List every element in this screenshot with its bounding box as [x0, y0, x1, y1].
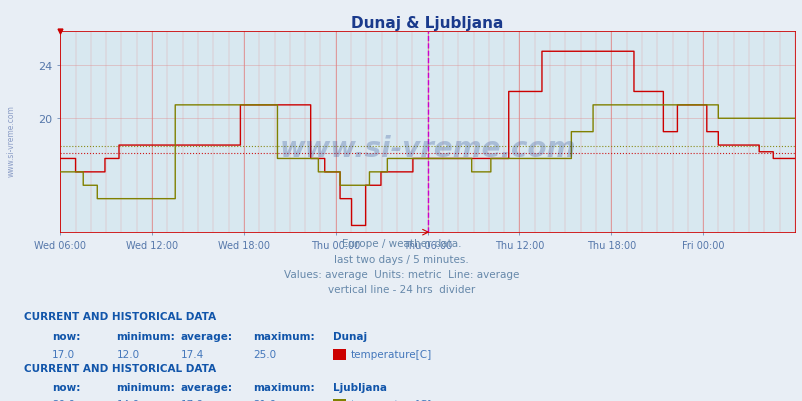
Text: 17.4: 17.4: [180, 349, 204, 359]
Text: minimum:: minimum:: [116, 331, 175, 341]
Text: maximum:: maximum:: [253, 382, 314, 392]
Text: temperature[C]: temperature[C]: [350, 399, 431, 401]
Text: maximum:: maximum:: [253, 331, 314, 341]
Text: now:: now:: [52, 382, 80, 392]
Text: average:: average:: [180, 382, 233, 392]
Text: minimum:: minimum:: [116, 382, 175, 392]
Text: last two days / 5 minutes.: last two days / 5 minutes.: [334, 254, 468, 264]
Text: www.si-vreme.com: www.si-vreme.com: [279, 134, 575, 162]
Text: CURRENT AND HISTORICAL DATA: CURRENT AND HISTORICAL DATA: [24, 311, 216, 321]
Text: www.si-vreme.com: www.si-vreme.com: [6, 105, 15, 176]
Text: temperature[C]: temperature[C]: [350, 349, 431, 359]
Text: 20.0: 20.0: [52, 399, 75, 401]
Text: 12.0: 12.0: [116, 349, 140, 359]
Text: vertical line - 24 hrs  divider: vertical line - 24 hrs divider: [327, 284, 475, 294]
Text: 17.0: 17.0: [52, 349, 75, 359]
Text: Dunaj: Dunaj: [333, 331, 367, 341]
Text: 21.0: 21.0: [253, 399, 276, 401]
Text: average:: average:: [180, 331, 233, 341]
Text: now:: now:: [52, 331, 80, 341]
Text: 14.0: 14.0: [116, 399, 140, 401]
Text: CURRENT AND HISTORICAL DATA: CURRENT AND HISTORICAL DATA: [24, 363, 216, 373]
Text: Europe / weather data.: Europe / weather data.: [342, 239, 460, 249]
Title: Dunaj & Ljubljana: Dunaj & Ljubljana: [351, 16, 503, 31]
Text: 17.9: 17.9: [180, 399, 204, 401]
Text: 25.0: 25.0: [253, 349, 276, 359]
Text: Values: average  Units: metric  Line: average: Values: average Units: metric Line: aver…: [283, 269, 519, 279]
Text: Ljubljana: Ljubljana: [333, 382, 387, 392]
